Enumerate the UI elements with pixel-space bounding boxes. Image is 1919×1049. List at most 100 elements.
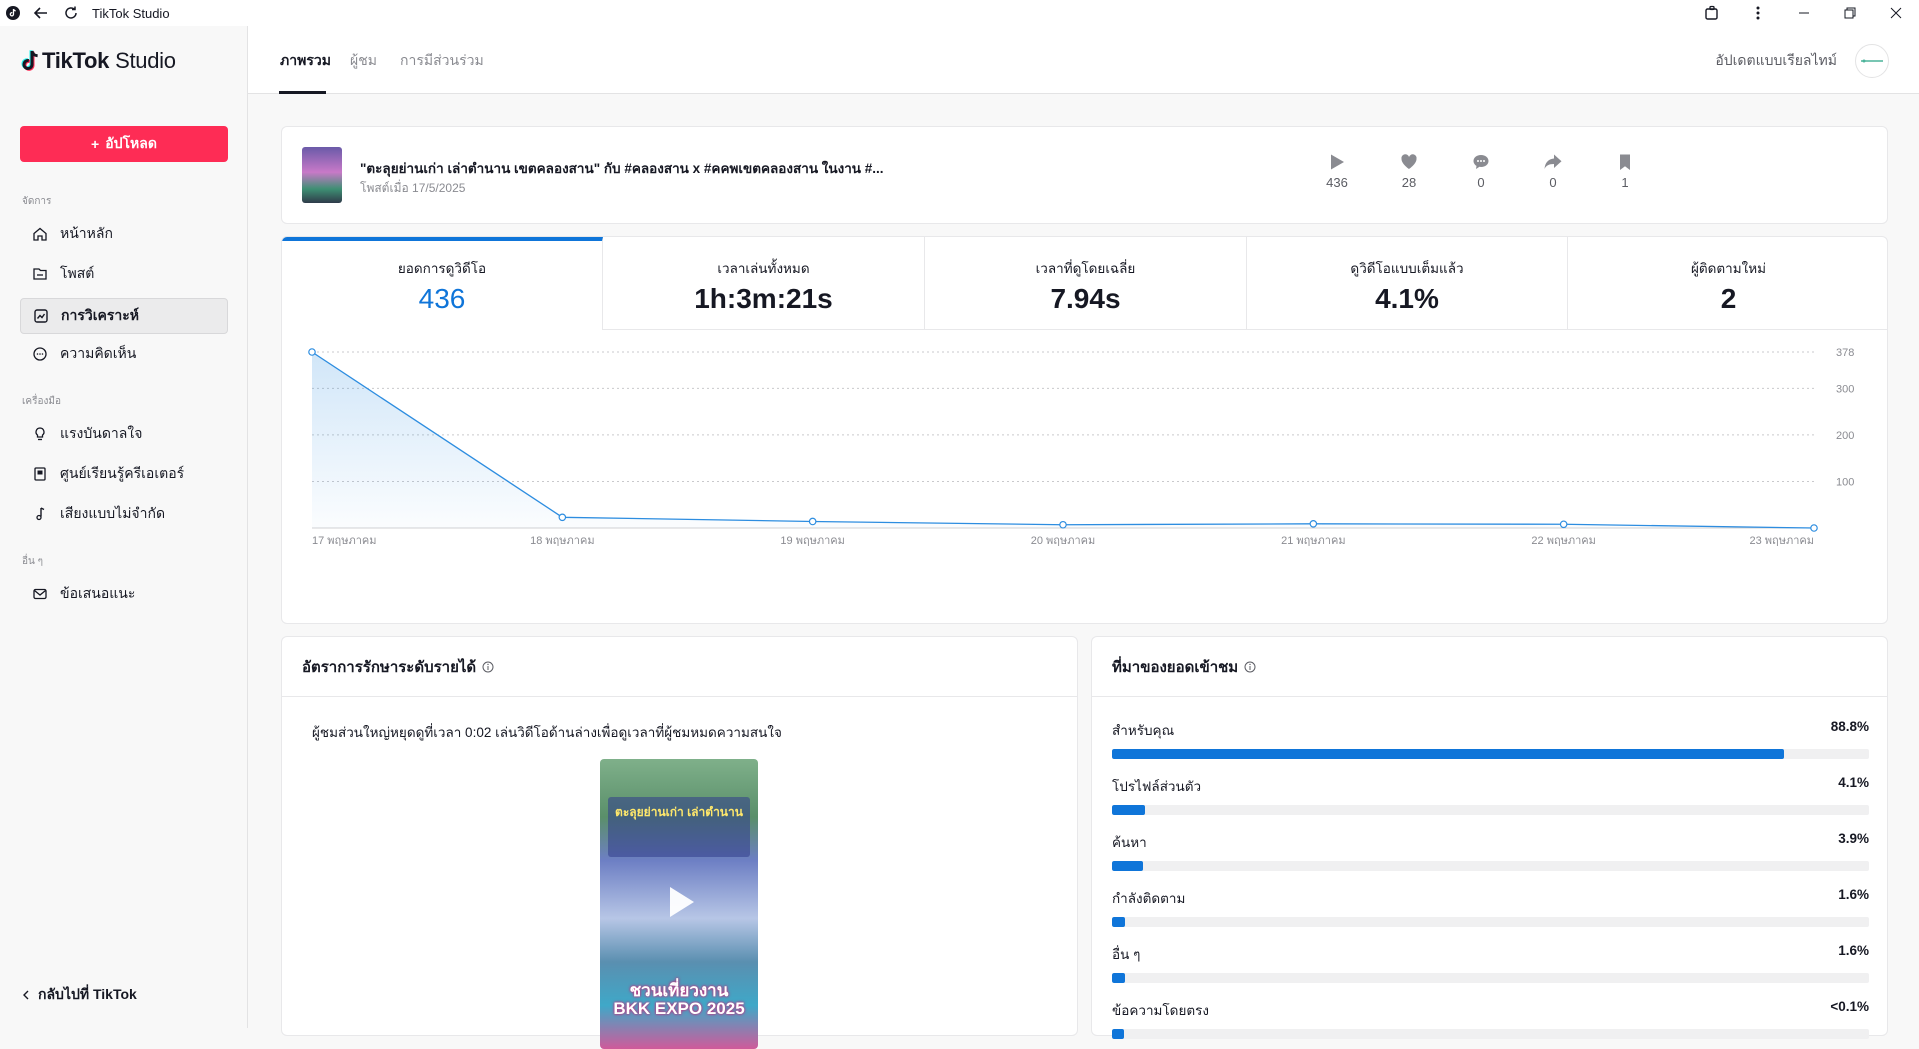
traffic-source-label: ข้อความโดยตรง [1112,1003,1209,1018]
sidebar-item-creator-academy[interactable]: ศูนย์เรียนรู้ครีเอเตอร์ [20,456,228,492]
section-label-manage: จัดการ [22,196,52,207]
video-banner-text: ตะลุยย่านเก่า เล่าตำนาน [615,805,743,819]
x-tick-label: 18 พฤษภาคม [530,535,595,547]
x-tick-label: 23 พฤษภาคม [1750,535,1815,547]
traffic-source-row: อื่น ๆ 1.6% [1112,943,1869,983]
views-stat: 436 [1312,153,1362,190]
analytics-icon [34,309,48,323]
y-tick-label: 100 [1836,476,1854,488]
post-title[interactable]: "ตะลุยย่านเก่า เล่าตำนาน เขตคลองสาน" กับ… [360,161,884,176]
x-tick-label: 22 พฤษภาคม [1531,535,1596,547]
avatar[interactable] [1855,44,1889,78]
retention-card-header: อัตราการรักษาระดับรายได้ [282,637,1077,697]
chevron-left-icon [23,990,29,1000]
post-thumbnail[interactable] [302,147,342,203]
metric-label: เวลาเล่นทั้งหมด [717,261,810,276]
reload-icon[interactable] [56,5,86,21]
retention-title: อัตราการรักษาระดับรายได้ [302,658,477,676]
window-titlebar: TikTok Studio [0,0,1919,26]
minimize-icon[interactable] [1781,0,1827,26]
tab-overview[interactable]: ภาพรวม [280,52,331,68]
metric-tab-new-followers[interactable]: ผู้ติดตามใหม่ 2 [1568,237,1887,330]
section-label-tools: เครื่องมือ [22,396,61,407]
video-caption-line-2: BKK EXPO 2025 [613,999,745,1018]
back-arrow-icon[interactable] [26,5,56,21]
restore-icon[interactable] [1827,0,1873,26]
traffic-source-row: ค้นหา 3.9% [1112,831,1869,871]
sidebar-item-inspiration[interactable]: แรงบันดาลใจ [20,416,228,452]
comments-count: 0 [1477,175,1485,190]
metric-tab-total-play-time[interactable]: เวลาเล่นทั้งหมด 1h:3m:21s [603,237,925,330]
traffic-source-percent: 3.9% [1838,831,1869,846]
sidebar-item-analytics[interactable]: การวิเคราะห์ [20,298,228,334]
traffic-sources-header: ที่มาของยอดเข้าชม [1092,637,1887,697]
tiktok-studio-logo[interactable]: TikTok Studio [20,48,176,74]
traffic-source-row: กำลังติดตาม 1.6% [1112,887,1869,927]
traffic-source-row: ข้อความโดยตรง <0.1% [1112,999,1869,1039]
metric-label: ดูวิดีโอแบบเต็มแล้ว [1350,261,1464,276]
saves-count: 1 [1621,175,1629,190]
sidebar-item-label: ความคิดเห็น [60,345,137,361]
traffic-source-percent: <0.1% [1830,999,1869,1014]
logo-brand: TikTok [42,48,110,73]
views-count: 436 [1326,175,1348,190]
sidebar-item-comments[interactable]: ความคิดเห็น [20,336,228,372]
data-point [1810,524,1818,532]
sidebar-item-label: การวิเคราะห์ [61,307,139,323]
x-tick-label: 17 พฤษภาคม [312,535,377,547]
x-tick-label: 20 พฤษภาคม [1031,535,1096,547]
traffic-source-row: โปรไฟล์ส่วนตัว 4.1% [1112,775,1869,815]
tab-viewers[interactable]: ผู้ชม [350,52,377,68]
more-options-icon[interactable] [1735,0,1781,26]
music-note-icon [36,507,45,521]
play-icon [1331,154,1344,170]
traffic-source-bar [1112,861,1869,871]
play-overlay-icon[interactable] [660,883,698,921]
video-banner: ตะลุยย่านเก่า เล่าตำนาน [608,797,750,857]
back-to-tiktok-label: กลับไปที่ TikTok [38,986,137,1002]
metric-tab-average-watch-time[interactable]: เวลาที่ดูโดยเฉลี่ย 7.94s [925,237,1247,330]
sidebar-item-home[interactable]: หน้าหลัก [20,216,228,252]
traffic-source-bar [1112,1029,1869,1039]
tab-engagement[interactable]: การมีส่วนร่วม [400,52,484,68]
info-icon[interactable] [482,661,494,673]
share-icon [1544,154,1562,169]
extension-icon[interactable] [1689,0,1735,26]
likes-count: 28 [1401,175,1417,190]
likes-stat: 28 [1384,153,1434,190]
x-tick-label: 19 พฤษภาคม [780,535,845,547]
traffic-source-label: โปรไฟล์ส่วนตัว [1112,779,1202,794]
post-summary-card: "ตะลุยย่านเก่า เล่าตำนาน เขตคลองสาน" กับ… [281,126,1888,224]
saves-stat: 1 [1600,153,1650,190]
back-to-tiktok-link[interactable]: กลับไปที่ TikTok [22,984,137,1006]
metric-label: เวลาที่ดูโดยเฉลี่ย [1035,261,1136,276]
metric-tab-video-views[interactable]: ยอดการดูวิดีโอ 436 [282,237,603,330]
lightbulb-icon [35,427,45,441]
metric-value: 2 [1720,283,1737,314]
y-tick-label: 378 [1836,347,1854,359]
sidebar-item-feedback[interactable]: ข้อเสนอแนะ [20,576,228,612]
sidebar-item-label: โพสต์ [60,265,95,281]
info-icon[interactable] [1244,661,1256,673]
comments-stat: 0 [1456,153,1506,190]
realtime-update-link[interactable]: อัปเดตแบบเรียลไทม์ [1715,52,1837,68]
metric-label: ผู้ติดตามใหม่ [1690,261,1767,276]
sidebar-item-unlimited-sounds[interactable]: เสียงแบบไม่จำกัด [20,496,228,532]
video-caption-line-1: ชวนเที่ยวงาน [629,981,729,1000]
traffic-source-percent: 1.6% [1838,943,1869,958]
home-icon [33,227,47,241]
top-navigation: ภาพรวม ผู้ชม การมีส่วนร่วม อัปเดตแบบเรีย… [248,26,1919,94]
metric-value: 4.1% [1375,283,1439,314]
retention-video-player[interactable]: ตะลุยย่านเก่า เล่าตำนาน ชวนเที่ยวงาน BKK… [600,759,758,1049]
traffic-source-bar-fill [1112,917,1125,927]
metric-tab-watched-full-video[interactable]: ดูวิดีโอแบบเต็มแล้ว 4.1% [1247,237,1568,330]
upload-button[interactable]: + อัปโหลด [20,126,228,162]
data-point [1559,520,1568,529]
sidebar-item-posts[interactable]: โพสต์ [20,256,228,292]
bookmark-icon [1620,154,1630,170]
mail-icon [33,588,47,600]
traffic-source-bar-fill [1112,1029,1125,1039]
shares-stat: 0 [1528,153,1578,190]
heart-icon [1401,154,1417,169]
close-icon[interactable] [1873,0,1919,26]
